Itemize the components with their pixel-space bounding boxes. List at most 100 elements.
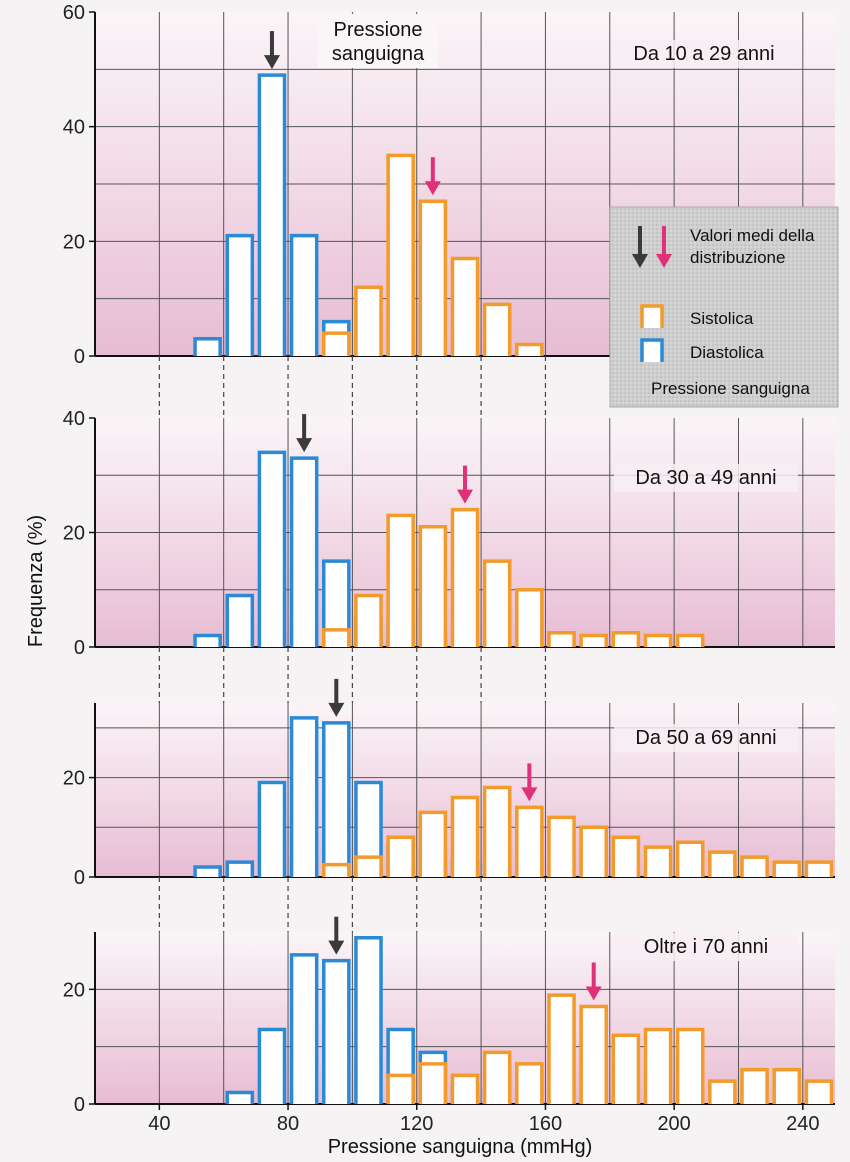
mean-diastolic-arrow <box>263 31 280 70</box>
systolic-bar <box>418 199 448 356</box>
systolic-bar <box>740 1067 769 1104</box>
diastolic-bar <box>289 456 319 647</box>
diastolic-bar <box>225 860 255 877</box>
systolic-bar-fill <box>484 561 510 647</box>
panel-title: Da 10 a 29 anni <box>633 43 774 65</box>
mean-diastolic-arrow <box>296 414 313 453</box>
systolic-bar-fill <box>742 1069 768 1104</box>
systolic-bar-fill <box>388 837 414 877</box>
y-tick-label: 0 <box>74 637 85 659</box>
systolic-bar <box>708 1079 737 1104</box>
panel-title-backdrop <box>612 40 796 68</box>
panel-title: Da 50 a 69 anni <box>635 727 776 749</box>
diastolic-bar-fill <box>227 595 253 647</box>
systolic-bar-fill <box>484 1052 510 1104</box>
panel-title: Da 30 a 49 anni <box>635 467 776 489</box>
systolic-bar-fill <box>355 287 382 356</box>
legend: Valori medi della distribuzione Sistolica D… <box>609 206 839 408</box>
systolic-bar-fill <box>581 1006 607 1104</box>
diastolic-bar <box>322 559 351 647</box>
diastolic-bar <box>354 935 383 1104</box>
x-tick-label: 40 <box>148 1113 170 1135</box>
diastolic-bar <box>193 633 222 647</box>
systolic-bar <box>450 795 480 877</box>
systolic-bar-fill <box>709 1081 735 1104</box>
systolic-bar <box>643 1027 673 1104</box>
y-axis-title: Frequenza (%) <box>25 515 47 647</box>
systolic-bar <box>322 862 351 877</box>
panel-title: Oltre i 70 anni <box>644 936 769 958</box>
systolic-bar <box>579 1004 608 1104</box>
systolic-bar-fill <box>613 837 639 877</box>
mean-diastolic-arrow <box>328 678 345 717</box>
systolic-bar-fill <box>645 1029 671 1104</box>
systolic-bar-fill <box>420 526 446 647</box>
systolic-bar <box>515 1062 544 1104</box>
systolic-bar <box>418 1062 448 1104</box>
y-tick-label: 40 <box>63 117 85 139</box>
diastolic-bar-fill <box>195 867 221 877</box>
diastolic-bar-fill <box>323 960 349 1104</box>
systolic-bar <box>386 153 415 356</box>
systolic-bar <box>354 855 383 877</box>
systolic-bar-fill <box>452 1075 478 1104</box>
systolic-bar <box>450 256 480 356</box>
diastolic-bar-fill <box>323 722 349 877</box>
systolic-bar-fill <box>806 1081 832 1104</box>
diastolic-bar <box>225 1090 255 1104</box>
diastolic-bar-fill <box>259 452 285 647</box>
diastolic-bar-fill <box>291 458 317 647</box>
systolic-bar <box>322 331 351 356</box>
systolic-bar-fill <box>388 1075 414 1104</box>
systolic-bar-fill <box>323 333 349 356</box>
diastolic-bar-fill <box>259 75 285 357</box>
panel-title-backdrop <box>614 724 798 752</box>
systolic-bar-fill <box>645 635 671 647</box>
y-tick-label: 20 <box>63 231 85 253</box>
systolic-bar-fill <box>388 155 414 356</box>
systolic-bar <box>450 1073 480 1104</box>
systolic-bar-fill <box>516 589 542 647</box>
x-tick-label: 240 <box>786 1113 819 1135</box>
systolic-bar-fill <box>323 864 349 877</box>
diastolic-bar <box>289 716 319 877</box>
systolic-bar-fill <box>420 1063 446 1104</box>
systolic-bar-fill <box>645 847 671 877</box>
systolic-bar <box>515 342 544 356</box>
systolic-bar <box>547 993 576 1104</box>
legend-systolic-swatch <box>640 304 664 328</box>
systolic-bar <box>579 825 608 877</box>
systolic-bar <box>772 860 802 877</box>
systolic-bar <box>482 302 512 356</box>
mean-systolic-arrow <box>424 157 441 196</box>
systolic-bar <box>804 1079 834 1104</box>
diastolic-bar-fill <box>355 937 382 1104</box>
systolic-bar-fill <box>452 509 478 647</box>
legend-diastolic-swatch-fill <box>642 340 662 362</box>
systolic-bar-fill <box>452 258 478 356</box>
diastolic-bar-fill <box>259 782 285 877</box>
y-tick-label: 20 <box>63 768 85 790</box>
systolic-bar-fill <box>677 842 703 877</box>
systolic-bar-fill <box>742 857 768 877</box>
x-tick-label: 80 <box>277 1113 299 1135</box>
top-label-backdrop <box>318 14 438 68</box>
diastolic-bar <box>257 450 287 647</box>
systolic-bar <box>515 805 544 877</box>
systolic-bar <box>675 840 705 877</box>
panel-title-backdrop <box>614 933 798 961</box>
diastolic-bar <box>289 953 319 1104</box>
systolic-bar <box>675 1027 705 1104</box>
systolic-bar <box>643 633 673 647</box>
diastolic-bar-fill <box>195 635 221 647</box>
diastolic-bar <box>354 780 383 877</box>
systolic-bar <box>547 630 576 647</box>
systolic-bar <box>772 1067 802 1104</box>
diastolic-bar <box>322 958 351 1104</box>
legend-footer: Pressione sanguigna <box>651 379 810 398</box>
panel-2: 0 20 40 Da 30 a 49 anni <box>63 408 835 659</box>
diastolic-bar-fill <box>227 862 253 877</box>
diastolic-bar <box>257 1027 287 1104</box>
